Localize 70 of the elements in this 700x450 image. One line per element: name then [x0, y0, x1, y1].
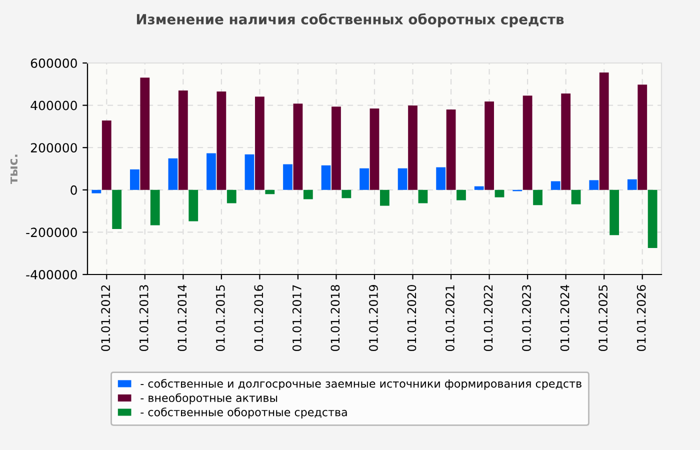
bar [332, 106, 341, 190]
bar [648, 190, 658, 248]
x-tick-label: 01.01.2021 [446, 285, 454, 352]
bar [244, 154, 254, 190]
bar [418, 190, 428, 204]
x-tick-label: 01.01.2017 [292, 285, 302, 352]
y-tick-label: 600000 [30, 58, 77, 68]
bar [533, 190, 542, 206]
bar [571, 190, 581, 204]
bar [561, 93, 571, 190]
x-tick-label: 01.01.2019 [368, 285, 378, 352]
y-tick-label: 0 [70, 185, 77, 195]
y-axis-title: тыс. [10, 154, 18, 184]
x-tick-label: 01.01.2012 [101, 285, 110, 352]
y-tick-label: -400000 [26, 270, 77, 280]
bar [398, 168, 408, 190]
x-tick-label: 01.01.2026 [636, 284, 646, 352]
bar [484, 101, 494, 190]
bar [474, 186, 484, 190]
bar [226, 190, 236, 204]
legend-label: - собственные оборотные средства [140, 408, 347, 418]
bar [178, 90, 188, 190]
x-tick-label: 01.01.2013 [139, 285, 148, 352]
bar [610, 190, 619, 236]
y-tick-label: 400000 [30, 100, 77, 110]
bar [638, 84, 648, 190]
chart-title: Изменение наличия собственных оборотных средств [136, 13, 564, 28]
bar [436, 167, 446, 190]
x-tick-label: 01.01.2015 [216, 285, 225, 352]
bar [446, 110, 456, 190]
bar [255, 96, 264, 190]
y-tick-label: -200000 [26, 228, 77, 238]
bar [550, 181, 560, 190]
bar [360, 168, 369, 190]
bar [522, 96, 532, 190]
bar [303, 190, 313, 200]
bar [380, 190, 390, 206]
bar [408, 106, 418, 190]
x-tick-label: 01.01.2014 [178, 284, 187, 352]
x-tick-label: 01.01.2020 [407, 285, 416, 352]
bar [456, 190, 466, 200]
bar [342, 190, 352, 198]
bar [321, 165, 331, 190]
x-tick-label: 01.01.2024 [560, 284, 570, 352]
bar [627, 179, 637, 190]
x-tick-label: 01.01.2022 [484, 285, 493, 352]
bar [150, 190, 160, 226]
bar [188, 190, 198, 222]
bar [265, 190, 275, 194]
bar [102, 120, 112, 190]
x-tick-label: 01.01.2018 [330, 285, 340, 352]
bar [206, 153, 216, 190]
legend-label: - внеоборотные активы [140, 393, 278, 404]
x-tick-label: 01.01.2016 [254, 284, 264, 352]
bar [494, 190, 504, 198]
bar [140, 78, 150, 190]
bar [599, 72, 609, 190]
bar [216, 92, 226, 190]
x-tick-label: 01.01.2025 [598, 285, 608, 352]
y-tick-label: 200000 [30, 143, 77, 153]
legend-label: - собственные и долгосрочные заемные источники формирования средств [140, 378, 582, 390]
x-tick-label: 01.01.2023 [522, 285, 531, 352]
bar [130, 169, 140, 190]
bar [293, 104, 303, 190]
bar [92, 190, 102, 194]
bar [589, 180, 599, 190]
bar [112, 190, 122, 230]
bar [168, 158, 178, 190]
bar [283, 164, 292, 190]
bar [370, 108, 380, 190]
